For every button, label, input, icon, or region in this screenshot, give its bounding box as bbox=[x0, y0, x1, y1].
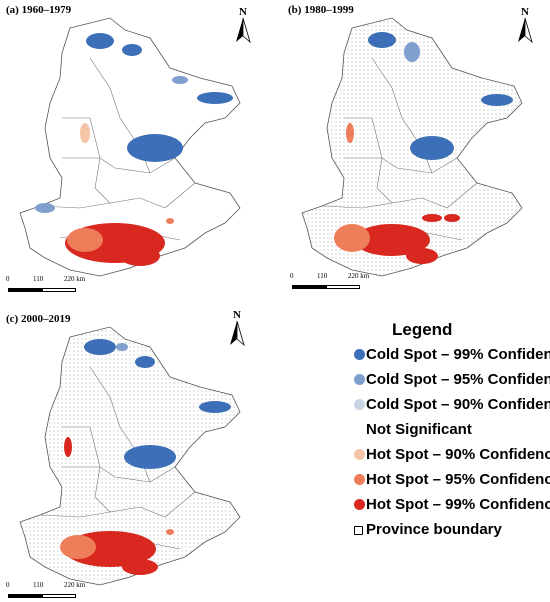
cold-spot-99-dot-icon bbox=[354, 349, 365, 360]
legend-item: Not Significant bbox=[362, 417, 548, 442]
cold-spot-95-dot-icon bbox=[354, 374, 365, 385]
scale-tick: 220 km bbox=[64, 581, 86, 589]
map-panel-a: (a) 1960–1979 N 0 110 220 k bbox=[0, 0, 272, 300]
legend-item: Cold Spot – 99% Confidence bbox=[354, 342, 550, 367]
scale-bar: 0 110 220 km bbox=[6, 275, 86, 295]
cold-spots bbox=[35, 33, 233, 213]
region-map bbox=[282, 8, 532, 288]
north-label: N bbox=[239, 6, 247, 18]
scale-tick: 0 bbox=[6, 275, 10, 283]
legend-item: Hot Spot – 90% Confidence bbox=[354, 442, 550, 467]
north-arrow: N bbox=[232, 6, 254, 44]
hot-spot-95-dot-icon bbox=[354, 474, 365, 485]
map-panel-c: (c) 2000–2019 N 0 110 220 km bbox=[0, 305, 272, 602]
panel-label: (a) 1960–1979 bbox=[6, 4, 72, 16]
legend-label: Hot Spot – 95% Confidence bbox=[366, 471, 550, 488]
hot-spots bbox=[60, 437, 174, 575]
map-panel-b: (b) 1980–1999 N 0 110 220 km bbox=[282, 0, 550, 300]
legend-item: Cold Spot – 90% Confidence bbox=[354, 392, 550, 417]
hot-spots bbox=[65, 123, 174, 266]
hot-spots bbox=[334, 123, 460, 264]
region-map bbox=[0, 8, 250, 288]
legend-item: Hot Spot – 99% Confidence bbox=[354, 492, 550, 517]
panel-label: (c) 2000–2019 bbox=[6, 313, 71, 325]
legend-item: Province boundary bbox=[354, 517, 548, 542]
north-arrow-icon bbox=[230, 321, 245, 347]
cold-spots bbox=[84, 339, 231, 469]
cold-spot-90-dot-icon bbox=[354, 399, 365, 410]
legend-label: Cold Spot – 99% Confidence bbox=[366, 346, 550, 363]
scale-tick: 0 bbox=[6, 581, 10, 589]
scale-bar: 0 110 220 km bbox=[290, 272, 370, 292]
legend-label: Cold Spot – 90% Confidence bbox=[366, 396, 550, 413]
scale-tick: 110 bbox=[33, 581, 44, 589]
legend-label: Not Significant bbox=[366, 421, 472, 438]
scale-tick: 220 km bbox=[348, 272, 370, 280]
legend-label: Province boundary bbox=[366, 521, 502, 538]
legend: Legend Cold Spot – 99% Confidence Cold S… bbox=[354, 320, 550, 542]
scale-tick: 110 bbox=[33, 275, 44, 283]
scale-tick: 220 km bbox=[64, 275, 86, 283]
north-label: N bbox=[521, 6, 529, 18]
scale-tick: 110 bbox=[317, 272, 328, 280]
legend-label: Hot Spot – 99% Confidence bbox=[366, 496, 550, 513]
legend-item: Hot Spot – 95% Confidence bbox=[354, 467, 550, 492]
legend-item: Cold Spot – 95% Confidence bbox=[354, 367, 550, 392]
legend-label: Hot Spot – 90% Confidence bbox=[366, 446, 550, 463]
north-arrow-icon bbox=[236, 18, 251, 44]
scale-tick: 0 bbox=[290, 272, 294, 280]
hot-spot-90-dot-icon bbox=[354, 449, 365, 460]
province-boundary-box-icon bbox=[354, 526, 363, 535]
north-arrow-icon bbox=[518, 18, 533, 44]
legend-title: Legend bbox=[392, 320, 453, 339]
scale-bar: 0 110 220 km bbox=[6, 581, 86, 601]
legend-label: Cold Spot – 95% Confidence bbox=[366, 371, 550, 388]
north-arrow: N bbox=[514, 6, 536, 44]
hot-spot-99-dot-icon bbox=[354, 499, 365, 510]
region-map bbox=[0, 317, 250, 597]
north-label: N bbox=[233, 309, 241, 321]
north-arrow: N bbox=[226, 309, 248, 347]
cold-spots bbox=[368, 32, 513, 160]
panel-label: (b) 1980–1999 bbox=[288, 4, 354, 16]
